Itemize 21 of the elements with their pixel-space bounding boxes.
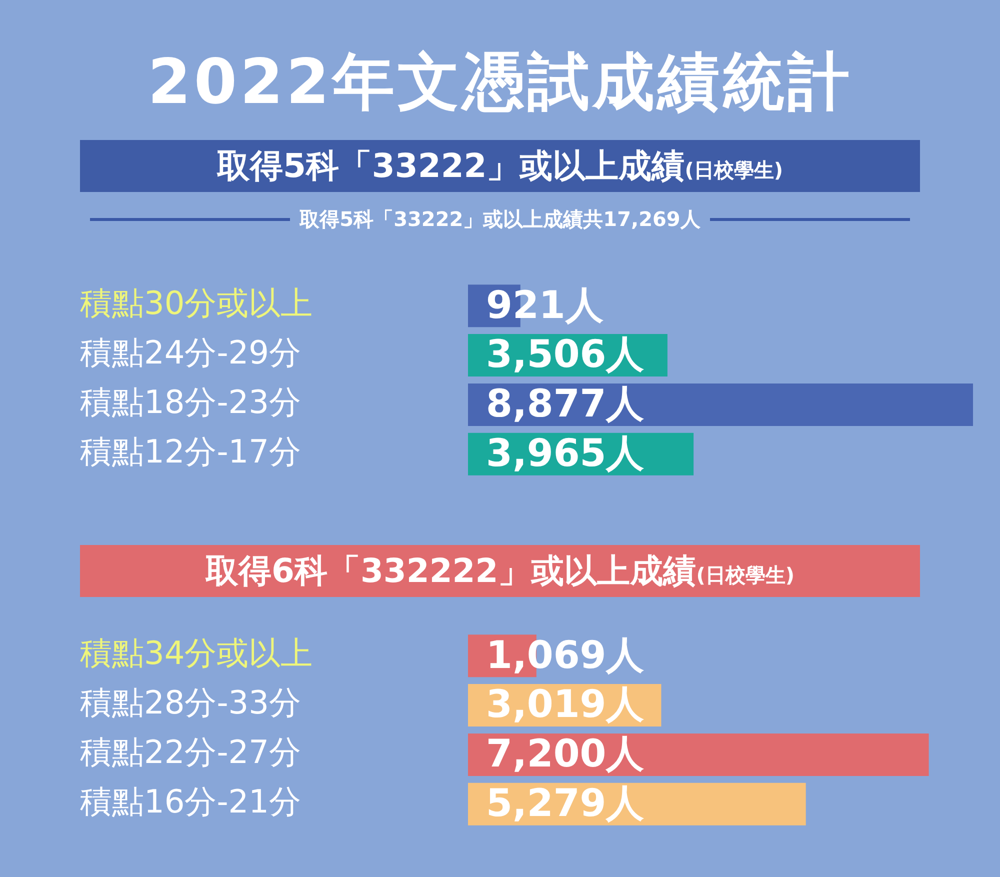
y-tick-label: 積點24分-29分 [80,334,301,372]
y-tick-label: 積點34分或以上 [80,634,313,672]
y-tick-label: 積點16分-21分 [80,782,301,820]
data-label: 7,200人 [486,732,644,776]
chart-subtitle: 取得5科「33222」或以上成績(日校學生) [80,140,920,192]
data-label: 5,279人 [486,780,644,825]
data-label: 3,965人 [486,430,644,475]
y-tick-label: 積點12分-17分 [80,432,301,470]
data-label: 921人 [486,282,604,327]
data-label: 3,019人 [486,682,644,726]
data-label: 8,877人 [486,382,644,426]
y-tick-label: 積點30分或以上 [80,284,313,322]
y-tick-label: 積點22分-27分 [80,733,301,772]
chart-title: 2022年文憑試成績統計 [146,44,854,120]
bar [468,733,929,776]
y-tick-label: 積點28分-33分 [80,684,301,722]
bar [468,383,974,426]
text: 取得5科「33222」或以上成績共17,269人 [300,206,700,233]
y-tick-label: 積點18分-23分 [80,383,301,422]
chart-title: 取得6科「332222」或以上成績(日校學生) [80,545,920,597]
data-label: 3,506人 [486,332,644,376]
